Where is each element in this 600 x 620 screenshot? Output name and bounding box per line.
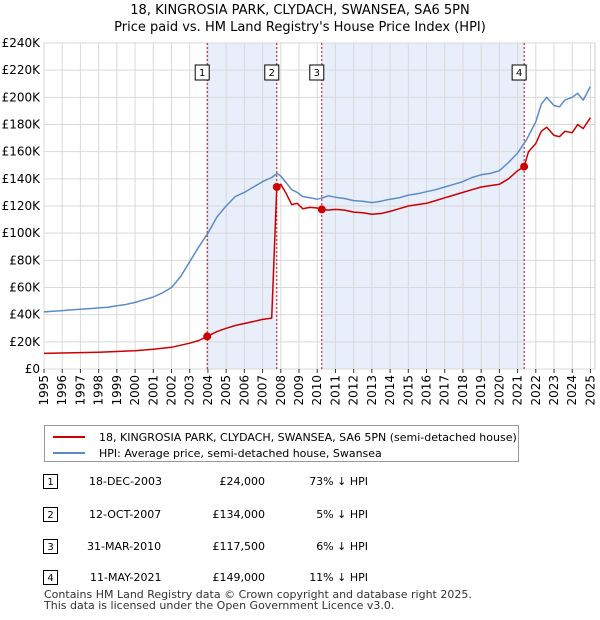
x-tick-label: 2016 bbox=[420, 375, 434, 406]
table-row: 4 11-MAY-2021 £149,000 11% ↓ HPI bbox=[0, 564, 600, 592]
sale-label-box bbox=[309, 64, 325, 81]
y-tick-label: £200K bbox=[2, 90, 42, 104]
grid-layer bbox=[43, 42, 596, 370]
x-tick-label: 2022 bbox=[529, 375, 543, 406]
sale-label-text: 1 bbox=[199, 68, 205, 79]
sale-label-box bbox=[194, 64, 210, 81]
chart-title: 18, KINGROSIA PARK, CLYDACH, SWANSEA, SA… bbox=[130, 3, 469, 18]
row-price: £149,000 bbox=[212, 571, 266, 584]
sale-label-box bbox=[511, 64, 527, 81]
x-tick-label: 2013 bbox=[365, 375, 379, 406]
row-diff: 5% ↓ HPI bbox=[316, 508, 368, 521]
row-diff: 6% ↓ HPI bbox=[316, 540, 368, 553]
row-price: £134,000 bbox=[212, 508, 266, 521]
x-tick-label: 2000 bbox=[128, 375, 142, 406]
x-tick-label: 2023 bbox=[547, 375, 561, 406]
x-tick-label: 2024 bbox=[565, 375, 579, 406]
sale-point bbox=[203, 332, 212, 341]
y-tick-label: £0 bbox=[25, 362, 40, 376]
legend-label-hpi: HPI: Average price, semi-detached house,… bbox=[99, 446, 382, 460]
table-row: 1 18-DEC-2003 £24,000 73% ↓ HPI bbox=[0, 468, 600, 496]
x-tick-label: 2001 bbox=[146, 375, 160, 406]
row-date: 11-MAY-2021 bbox=[90, 571, 162, 584]
x-tick-label: 1999 bbox=[110, 375, 124, 406]
x-tick-label: 2010 bbox=[310, 375, 324, 406]
x-tick-label: 2021 bbox=[511, 375, 525, 406]
sale-point bbox=[317, 205, 326, 214]
y-tick-label: £60K bbox=[9, 281, 41, 295]
row-date: 12-OCT-2007 bbox=[89, 508, 162, 521]
sale-point bbox=[272, 182, 281, 191]
x-tick-label: 2025 bbox=[583, 375, 597, 406]
x-axis-ticks: 1995 1996 1997 1998 1999 2000 2001 2002 2003 2004… bbox=[37, 369, 597, 406]
y-axis-ticks: £0 £20K £40K £60K £80K £100K £120K £140K £160K £1… bbox=[2, 36, 42, 376]
sale-label-text: 3 bbox=[314, 68, 320, 79]
legend-line-property bbox=[53, 436, 85, 438]
y-tick-label: £140K bbox=[2, 172, 42, 186]
row-date: 18-DEC-2003 bbox=[89, 475, 163, 488]
legend-line-hpi bbox=[53, 452, 85, 454]
legend-label-property: 18, KINGROSIA PARK, CLYDACH, SWANSEA, SA… bbox=[99, 430, 517, 444]
row-diff: 11% ↓ HPI bbox=[309, 571, 368, 584]
sale-label-text: 4 bbox=[516, 68, 522, 79]
chart-subtitle: Price paid vs. HM Land Registry's House … bbox=[114, 20, 486, 35]
row-badge: 2 bbox=[43, 507, 58, 522]
legend-item-hpi: HPI: Average price, semi-detached house,… bbox=[53, 445, 382, 461]
footer-attribution: Contains HM Land Registry data © Crown c… bbox=[44, 589, 472, 611]
x-tick-label: 2006 bbox=[237, 375, 251, 406]
sale-label-box bbox=[264, 64, 280, 81]
row-price: £117,500 bbox=[212, 540, 266, 553]
x-tick-label: 2014 bbox=[383, 375, 397, 406]
sale-labels: 1 2 3 4 bbox=[194, 64, 527, 81]
chart-legend: 18, KINGROSIA PARK, CLYDACH, SWANSEA, SA… bbox=[44, 425, 519, 462]
x-tick-label: 2004 bbox=[201, 375, 215, 406]
chart-svg: 18, KINGROSIA PARK, CLYDACH, SWANSEA, SA… bbox=[2, 3, 598, 406]
row-price: £24,000 bbox=[219, 475, 266, 488]
y-tick-label: £180K bbox=[2, 118, 42, 132]
x-tick-label: 2011 bbox=[328, 375, 342, 406]
x-tick-label: 1995 bbox=[37, 375, 51, 406]
x-tick-label: 2020 bbox=[492, 375, 506, 406]
table-row: 2 12-OCT-2007 £134,000 5% ↓ HPI bbox=[0, 501, 600, 529]
y-tick-label: £240K bbox=[2, 36, 42, 50]
y-tick-label: £80K bbox=[9, 253, 41, 267]
y-tick-label: £40K bbox=[9, 308, 41, 322]
x-tick-label: 2015 bbox=[401, 375, 415, 406]
x-tick-label: 2019 bbox=[474, 375, 488, 406]
y-tick-label: £20K bbox=[9, 335, 41, 349]
x-tick-label: 2017 bbox=[438, 375, 452, 406]
row-badge: 4 bbox=[43, 570, 58, 585]
series-line-hpi bbox=[43, 86, 592, 313]
x-tick-label: 2008 bbox=[274, 375, 288, 406]
x-tick-label: 2018 bbox=[456, 375, 470, 406]
sale-points bbox=[203, 162, 529, 341]
row-badge: 1 bbox=[43, 474, 58, 489]
y-tick-label: £100K bbox=[2, 226, 42, 240]
x-tick-label: 2003 bbox=[183, 375, 197, 406]
footer-line-licence: This data is licensed under the Open Gov… bbox=[44, 599, 395, 612]
row-diff: 73% ↓ HPI bbox=[309, 475, 368, 488]
x-tick-label: 1998 bbox=[92, 375, 106, 406]
y-tick-label: £160K bbox=[2, 145, 42, 159]
y-tick-label: £220K bbox=[2, 63, 42, 77]
x-tick-label: 1997 bbox=[73, 375, 87, 406]
x-tick-label: 1996 bbox=[55, 375, 69, 406]
row-date: 31-MAR-2010 bbox=[87, 540, 162, 553]
x-tick-label: 2002 bbox=[165, 375, 179, 406]
x-tick-label: 2009 bbox=[292, 375, 306, 406]
x-tick-label: 2007 bbox=[256, 375, 270, 406]
table-row: 3 31-MAR-2010 £117,500 6% ↓ HPI bbox=[0, 533, 600, 561]
row-badge: 3 bbox=[43, 539, 58, 554]
legend-item-property: 18, KINGROSIA PARK, CLYDACH, SWANSEA, SA… bbox=[53, 429, 517, 445]
sale-label-text: 2 bbox=[269, 68, 275, 79]
x-tick-label: 2012 bbox=[347, 375, 361, 406]
y-tick-label: £120K bbox=[2, 199, 42, 213]
sale-point bbox=[520, 162, 529, 171]
footer-line-copyright: Contains HM Land Registry data © Crown c… bbox=[44, 588, 472, 601]
x-tick-label: 2005 bbox=[219, 375, 233, 406]
